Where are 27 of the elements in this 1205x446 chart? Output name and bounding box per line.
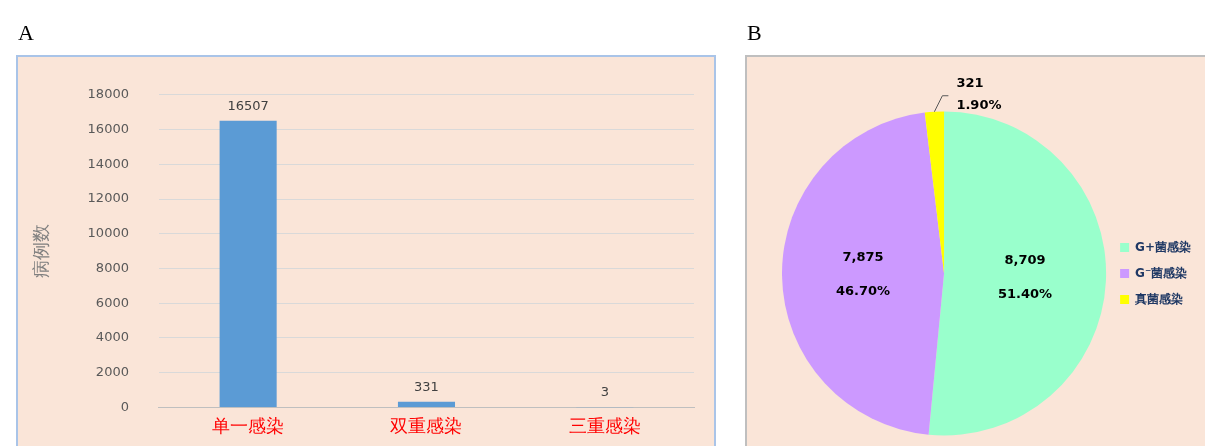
- bar: [219, 120, 277, 407]
- chart-title: B: [746, 19, 763, 47]
- legend-label: 真菌感染: [1134, 291, 1184, 306]
- bar: [397, 401, 456, 407]
- y-tick-label: 18000: [87, 86, 129, 102]
- x-tick-label: 双重感染: [390, 414, 463, 436]
- data-label: 3: [600, 384, 609, 400]
- y-tick-label: 8000: [95, 259, 129, 275]
- y-tick-label: 14000: [87, 155, 129, 171]
- x-tick-label: 单一感染: [212, 414, 285, 436]
- y-tick-label: 2000: [95, 364, 129, 380]
- y-tick-label: 4000: [95, 329, 129, 345]
- y-tick-label: 0: [120, 398, 129, 414]
- data-label: 16507: [227, 97, 269, 113]
- y-tick-label: 16000: [87, 120, 129, 136]
- chart-title: A: [17, 19, 35, 47]
- x-tick-label: 三重感染: [568, 414, 641, 436]
- y-tick-label: 12000: [87, 190, 129, 206]
- y-tick-label: 10000: [87, 225, 129, 241]
- text: 7,875 46.70%: [835, 248, 891, 298]
- y-tick-label: 6000: [95, 294, 129, 310]
- y-axis-title: 病例数: [30, 224, 52, 279]
- text: 8,709 51.40%: [997, 251, 1053, 301]
- data-label: 321 1.90%: [956, 75, 1002, 113]
- data-label: 331: [414, 378, 439, 394]
- legend-label: G⁻菌感染: [1135, 265, 1188, 280]
- legend-label: G+菌感染: [1135, 239, 1191, 254]
